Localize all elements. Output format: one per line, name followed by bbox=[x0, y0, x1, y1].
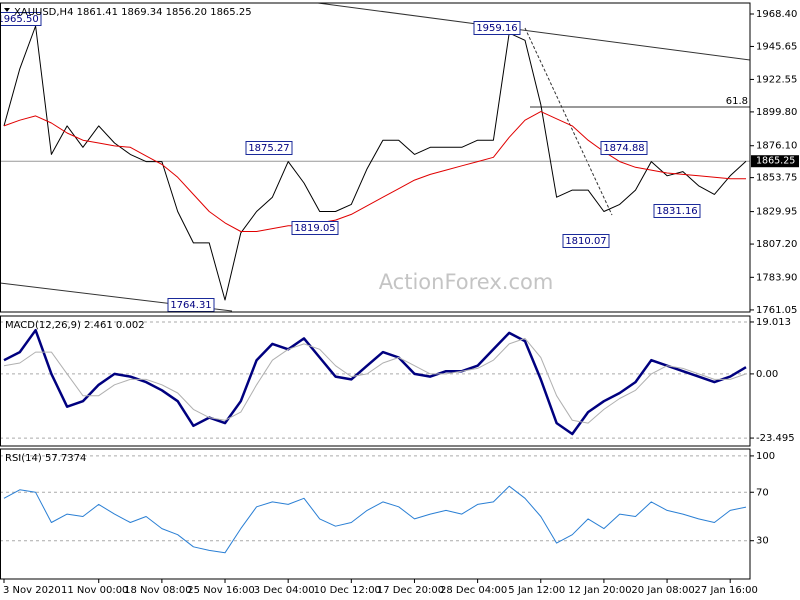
y-tick-label: 1945.65 bbox=[756, 41, 797, 52]
annotation-box bbox=[600, 141, 648, 155]
panel-title: MACD(12,26,9) 2.461 0.002 bbox=[5, 320, 145, 331]
x-tick-label: 10 Dec 12:00 bbox=[314, 585, 381, 596]
panel-title: RSI(14) 57.7374 bbox=[5, 453, 86, 464]
series-line bbox=[3, 111, 746, 232]
y-tick-label: 1807.20 bbox=[756, 239, 797, 250]
y-tick-label: 30 bbox=[756, 536, 769, 547]
x-tick-label: 25 Nov 16:00 bbox=[187, 585, 254, 596]
y-tick-label: 1761.05 bbox=[756, 305, 797, 316]
y-tick-label: 70 bbox=[756, 487, 769, 498]
plot-area: 1965.50 1959.16 1875.27 1819.05 1764.31 1874.… bbox=[0, 3, 750, 312]
last-price-label: 1865.25 bbox=[756, 156, 795, 167]
series-line bbox=[3, 25, 747, 301]
x-tick-label: 11 Nov 00:00 bbox=[61, 585, 128, 596]
y-tick-label: 0.00 bbox=[756, 369, 778, 380]
series-line bbox=[3, 485, 747, 554]
y-tick-label: 1968.40 bbox=[756, 9, 797, 20]
annotation-box bbox=[245, 141, 293, 155]
plot-area bbox=[0, 321, 750, 439]
panel-border bbox=[0, 315, 751, 447]
last-price-box bbox=[751, 155, 799, 168]
panel-border bbox=[0, 448, 751, 580]
x-tick-label: 12 Jan 20:00 bbox=[568, 585, 631, 596]
x-tick-label: 3 Nov 2020 bbox=[3, 585, 61, 596]
panel-title: XAUUSD,H4 1861.41 1869.34 1856.20 1865.2… bbox=[14, 7, 252, 18]
y-tick-label: 1829.95 bbox=[756, 207, 797, 218]
y-tick-label: 100 bbox=[756, 451, 775, 462]
annotation: 1764.31 bbox=[170, 300, 211, 311]
plot-area bbox=[0, 455, 750, 554]
x-tick-label: 3 Dec 04:00 bbox=[254, 585, 315, 596]
trend-line bbox=[317, 3, 750, 61]
y-tick-label: 1876.10 bbox=[756, 141, 797, 152]
fib-label: 61.8 bbox=[726, 96, 748, 107]
x-tick-label: 20 Jan 08:00 bbox=[631, 585, 694, 596]
series-line bbox=[3, 328, 747, 436]
annotation: 1874.88 bbox=[603, 143, 644, 154]
y-tick-label: 19.013 bbox=[756, 317, 791, 328]
annotation: 1810.07 bbox=[565, 236, 606, 247]
x-tick-label: 18 Nov 08:00 bbox=[124, 585, 191, 596]
annotation: 1959.16 bbox=[476, 23, 517, 34]
y-tick-label: 1853.75 bbox=[756, 173, 797, 184]
y-tick-label: 1899.80 bbox=[756, 107, 797, 118]
annotation-box bbox=[0, 12, 42, 26]
annotation: 1831.16 bbox=[656, 206, 697, 217]
annotation-box bbox=[291, 221, 339, 235]
menu-arrow bbox=[4, 8, 10, 12]
annotation: 1819.05 bbox=[294, 223, 335, 234]
panel-border bbox=[0, 2, 751, 313]
fib-line bbox=[524, 27, 613, 216]
series-line bbox=[3, 337, 747, 424]
annotation-box bbox=[473, 21, 521, 35]
y-tick-label: -23.495 bbox=[756, 433, 795, 444]
annotation-box bbox=[653, 204, 701, 218]
x-tick-label: 28 Dec 04:00 bbox=[440, 585, 507, 596]
annotation: 1965.50 bbox=[0, 14, 39, 25]
y-tick-label: 1783.90 bbox=[756, 272, 797, 283]
x-tick-label: 17 Dec 20:00 bbox=[377, 585, 444, 596]
y-tick-label: 1922.55 bbox=[756, 74, 797, 85]
watermark: ActionForex.com bbox=[379, 270, 554, 294]
annotation-box bbox=[562, 234, 610, 248]
x-tick-label: 27 Jan 16:00 bbox=[695, 585, 758, 596]
annotation: 1875.27 bbox=[248, 143, 289, 154]
x-tick-label: 5 Jan 12:00 bbox=[508, 585, 565, 596]
